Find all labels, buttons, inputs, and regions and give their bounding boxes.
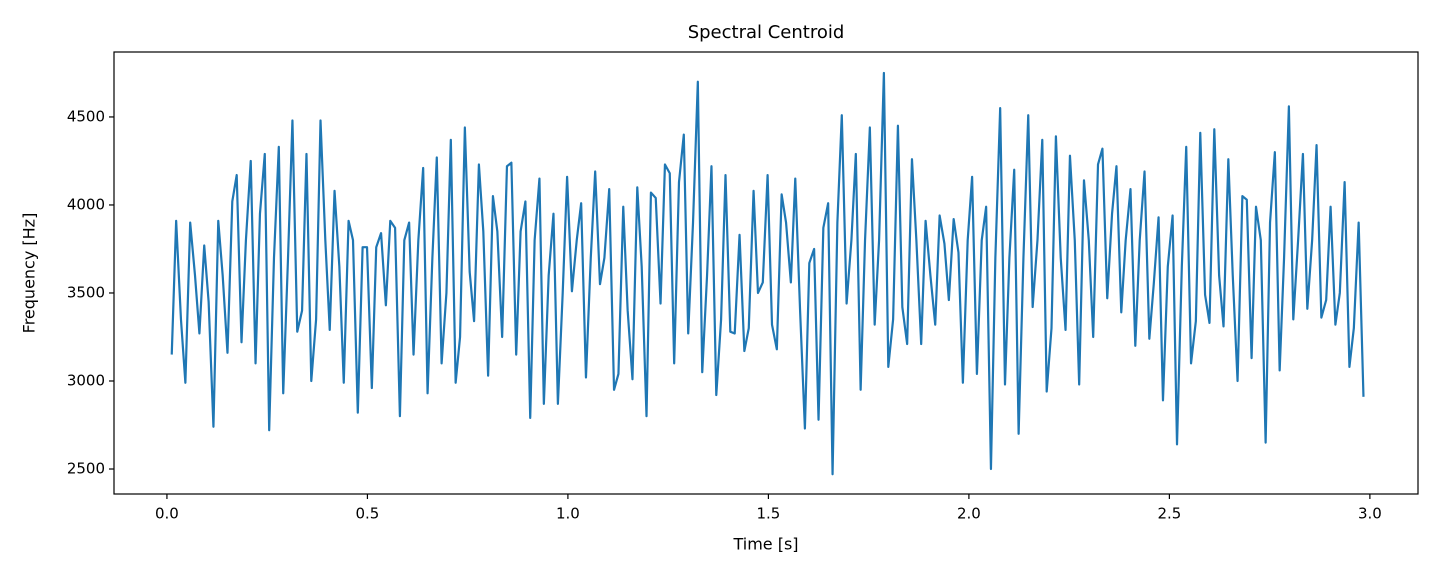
chart-title: Spectral Centroid bbox=[688, 22, 845, 43]
y-tick-label: 2500 bbox=[67, 460, 105, 478]
data-line bbox=[170, 71, 1365, 476]
y-tick-label: 4000 bbox=[67, 195, 105, 213]
x-axis-label: Time [s] bbox=[732, 535, 798, 554]
y-axis-label: Frequency [Hz] bbox=[20, 213, 39, 334]
x-tick-label: 2.0 bbox=[957, 505, 981, 523]
x-tick-label: 0.0 bbox=[155, 505, 179, 523]
y-tick-label: 3000 bbox=[67, 371, 105, 389]
x-tick-label: 1.5 bbox=[756, 505, 780, 523]
y-tick-label: 4500 bbox=[67, 107, 105, 125]
x-tick-label: 3.0 bbox=[1358, 505, 1382, 523]
x-tick-label: 1.0 bbox=[556, 505, 580, 523]
x-tick-label: 0.5 bbox=[355, 505, 379, 523]
y-tick-label: 3500 bbox=[67, 283, 105, 301]
plot-frame bbox=[113, 51, 1419, 495]
x-tick-label: 2.5 bbox=[1157, 505, 1181, 523]
